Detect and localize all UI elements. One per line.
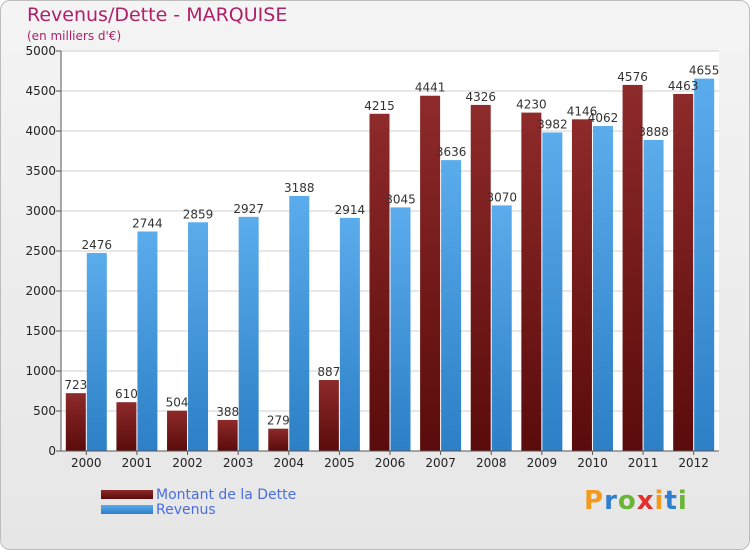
x-tick-label: 2006 — [375, 456, 406, 470]
logo-letter: P — [584, 486, 605, 516]
logo-letter: i — [677, 486, 688, 516]
bar-revenus-2007 — [441, 160, 462, 451]
data-label: 3888 — [638, 125, 669, 139]
data-label: 3070 — [486, 190, 517, 204]
data-label: 2744 — [132, 216, 163, 230]
bar-revenus-2006 — [390, 207, 411, 451]
bar-revenus-2004 — [289, 195, 310, 451]
data-label: 279 — [267, 414, 290, 428]
y-tick-label: 5000 — [25, 44, 56, 58]
y-tick-label: 4500 — [25, 84, 56, 98]
legend-label-dette: Montant de la Dette — [156, 487, 297, 503]
data-label: 4576 — [617, 70, 648, 84]
bar-dette-2011 — [622, 84, 643, 452]
legend-swatch-revenus — [101, 505, 153, 514]
bar-revenus-2012 — [694, 78, 715, 451]
data-label: 3188 — [284, 181, 315, 195]
data-label: 3636 — [436, 145, 467, 159]
legend-swatch-dette — [101, 490, 153, 499]
y-tick-label: 0 — [48, 444, 56, 458]
data-label: 4326 — [465, 90, 496, 104]
bar-revenus-2002 — [188, 222, 209, 451]
logo-letter: i — [654, 486, 665, 516]
bar-dette-2002 — [167, 410, 188, 451]
y-tick-label: 2500 — [25, 244, 56, 258]
bar-dette-2000 — [65, 393, 86, 451]
x-tick-label: 2010 — [577, 456, 608, 470]
data-label: 4062 — [588, 111, 619, 125]
x-tick-label: 2000 — [71, 456, 102, 470]
bar-dette-2012 — [673, 93, 694, 452]
x-tick-label: 2007 — [425, 456, 456, 470]
data-label: 388 — [216, 405, 239, 419]
y-tick-label: 3500 — [25, 164, 56, 178]
logo-letter: o — [617, 486, 637, 516]
bar-dette-2007 — [420, 95, 441, 451]
bar-revenus-2008 — [491, 205, 512, 451]
legend-label-revenus: Revenus — [156, 502, 216, 518]
y-tick-label: 1500 — [25, 324, 56, 338]
data-label: 4463 — [668, 79, 699, 93]
bar-dette-2005 — [318, 380, 339, 451]
brand-logo: Proxiti — [584, 486, 694, 526]
y-tick-label: 500 — [33, 404, 56, 418]
x-tick-label: 2003 — [223, 456, 254, 470]
x-tick-label: 2012 — [678, 456, 709, 470]
x-tick-label: 2005 — [324, 456, 355, 470]
data-label: 723 — [64, 378, 87, 392]
bar-dette-2006 — [369, 113, 390, 452]
bar-revenus-2003 — [238, 216, 259, 451]
data-label: 4230 — [516, 98, 547, 112]
y-tick-label: 2000 — [25, 284, 56, 298]
chart-title: Revenus/Dette - MARQUISE — [27, 4, 288, 26]
data-label: 610 — [115, 387, 138, 401]
data-label: 3045 — [385, 192, 416, 206]
bar-dette-2001 — [116, 402, 137, 451]
bar-dette-2008 — [470, 104, 491, 452]
data-label: 2859 — [183, 207, 214, 221]
chart-subtitle: (en milliers d'€) — [27, 29, 122, 43]
data-label: 2476 — [82, 238, 113, 252]
data-label: 4655 — [689, 64, 720, 78]
bar-revenus-2009 — [542, 132, 563, 451]
data-label: 4441 — [415, 81, 446, 95]
bar-dette-2003 — [217, 419, 238, 451]
x-tick-label: 2008 — [476, 456, 507, 470]
y-tick-label: 3000 — [25, 204, 56, 218]
y-tick-label: 4000 — [25, 124, 56, 138]
bar-revenus-2000 — [86, 252, 107, 451]
data-label: 2914 — [335, 203, 366, 217]
bar-dette-2010 — [571, 119, 592, 451]
bar-revenus-2010 — [592, 126, 613, 451]
data-label: 504 — [166, 396, 189, 410]
data-label: 4146 — [567, 104, 598, 118]
data-label: 887 — [317, 365, 340, 379]
logo-letter: t — [664, 486, 678, 516]
bar-revenus-2011 — [643, 139, 664, 451]
y-tick-label: 1000 — [25, 364, 56, 378]
bar-dette-2009 — [521, 112, 542, 451]
bar-revenus-2001 — [137, 231, 158, 451]
x-tick-label: 2002 — [172, 456, 203, 470]
data-label: 3982 — [537, 117, 568, 131]
x-tick-label: 2001 — [122, 456, 153, 470]
x-tick-label: 2011 — [628, 456, 659, 470]
bar-dette-2004 — [268, 428, 289, 451]
data-label: 2927 — [233, 202, 264, 216]
x-tick-label: 2004 — [273, 456, 304, 470]
bar-revenus-2005 — [339, 217, 360, 451]
x-tick-label: 2009 — [527, 456, 558, 470]
logo-letter: r — [604, 486, 618, 516]
data-label: 4215 — [364, 99, 395, 113]
logo-letter: x — [636, 486, 655, 516]
